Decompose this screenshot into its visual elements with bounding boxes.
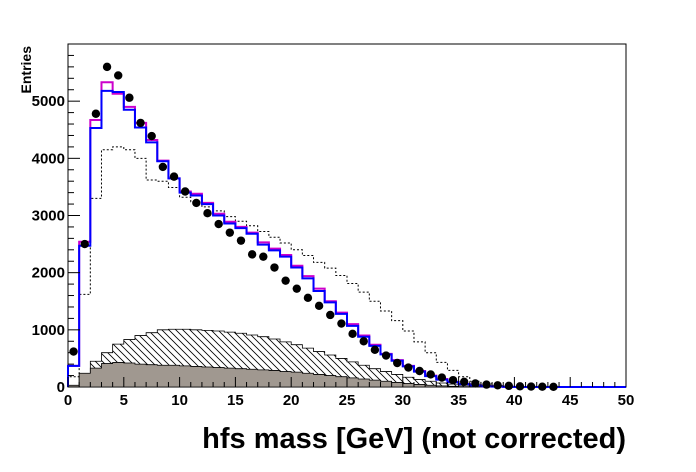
data-point — [448, 375, 458, 385]
axis-layer: 0 5 10 15 20 25 30 35 40 45 50 0 1000 2000 3000 4000 500… — [32, 43, 635, 409]
data-point — [247, 250, 257, 259]
x-axis-title: hfs mass [GeV] (not corrected) — [202, 423, 626, 455]
series-layer — [67, 62, 626, 392]
data-point — [493, 381, 502, 390]
x-tick-label: 10 — [171, 392, 188, 409]
data-point — [404, 363, 413, 372]
x-tick-label: 5 — [120, 392, 128, 409]
dotted-histogram-series — [67, 146, 626, 388]
y-axis-title: Entries — [18, 46, 34, 94]
data-point — [180, 187, 190, 196]
data-point — [314, 301, 324, 311]
data-point — [515, 382, 525, 391]
y-tick-label: 5000 — [32, 93, 65, 110]
x-tick-label: 50 — [618, 392, 635, 409]
data-point — [69, 347, 78, 356]
data-point — [393, 358, 402, 368]
y-tick-label: 3000 — [32, 208, 65, 225]
data-point — [114, 71, 123, 80]
data-point — [538, 382, 547, 391]
data-point — [136, 118, 145, 128]
data-point — [482, 380, 491, 389]
data-point — [203, 209, 212, 218]
data-point — [236, 236, 246, 245]
data-point — [415, 366, 424, 376]
data-point — [270, 263, 279, 272]
data-point — [158, 162, 168, 172]
y-tick-label: 0 — [57, 379, 65, 396]
x-tick-label: 20 — [283, 392, 300, 409]
data-point — [526, 382, 536, 391]
data-point — [169, 172, 179, 181]
data-point — [281, 276, 290, 285]
data-point — [225, 228, 235, 237]
data-point — [147, 131, 156, 141]
x-tick-label: 15 — [227, 392, 244, 409]
data-point — [91, 109, 101, 118]
data-point — [471, 379, 480, 388]
data-point — [80, 239, 89, 249]
data-point — [337, 319, 346, 328]
data-point — [348, 329, 357, 339]
data-point — [359, 337, 368, 346]
data-point — [381, 351, 391, 360]
data-point — [214, 219, 223, 229]
data-point — [437, 373, 447, 382]
data-point — [259, 252, 268, 261]
y-tick-label: 2000 — [32, 265, 65, 282]
x-tick-label: 45 — [562, 392, 579, 409]
x-tick-label: 35 — [450, 392, 467, 409]
x-tick-label: 25 — [339, 392, 356, 409]
data-point — [549, 382, 558, 392]
data-point — [102, 62, 112, 72]
data-point — [326, 310, 335, 320]
data-point — [459, 377, 469, 387]
data-point — [292, 284, 301, 293]
data-point — [303, 293, 313, 303]
x-tick-label: 30 — [394, 392, 411, 409]
x-tick-label: 0 — [64, 392, 72, 409]
y-tick-label: 4000 — [32, 150, 65, 167]
x-tick-label: 40 — [506, 392, 523, 409]
data-point — [504, 381, 514, 391]
data-point — [370, 345, 380, 355]
data-point — [125, 93, 134, 102]
data-point — [426, 370, 435, 379]
y-tick-label: 1000 — [32, 322, 65, 339]
data-point — [192, 198, 201, 208]
